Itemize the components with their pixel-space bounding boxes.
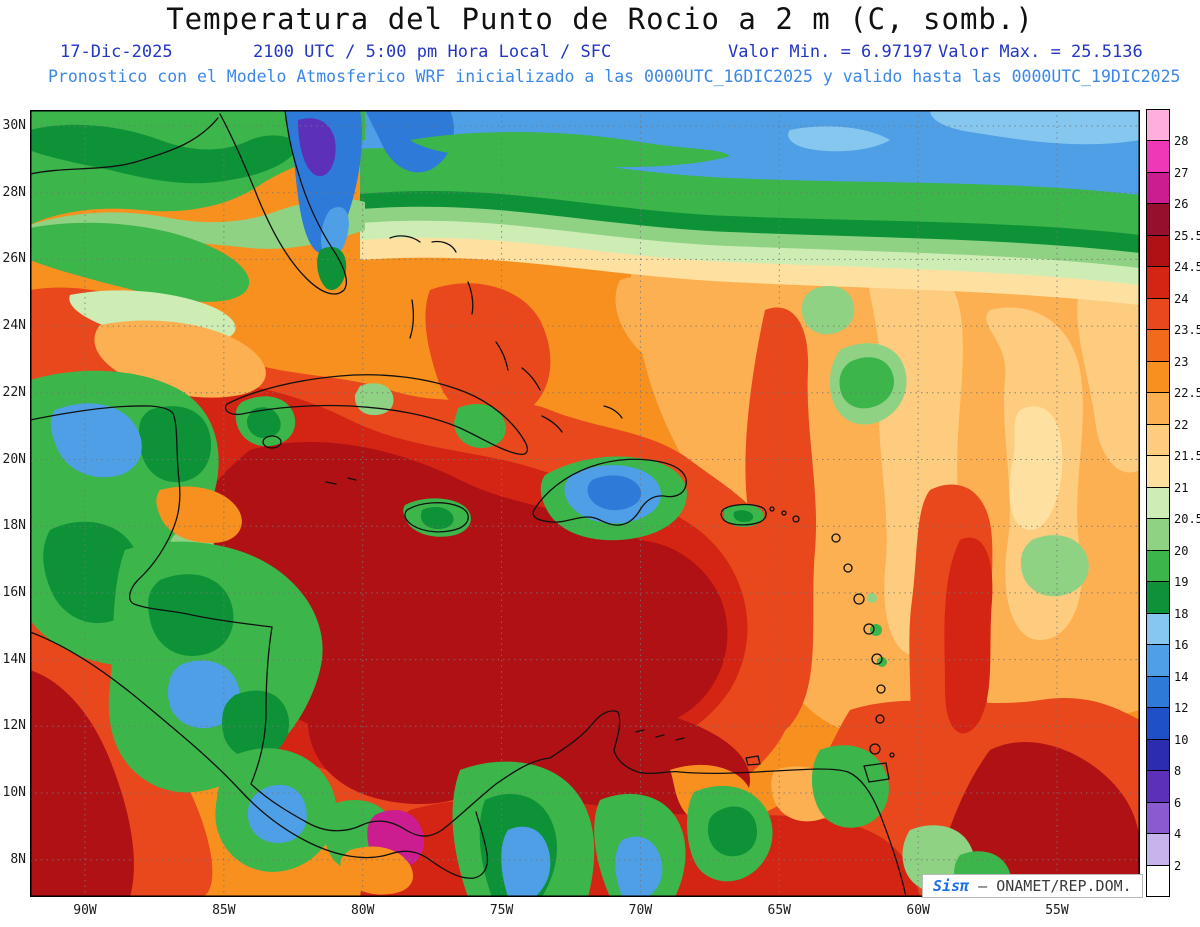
colorbar-tick-label: 24 <box>1174 291 1189 306</box>
colorbar-tick-label: 4 <box>1174 827 1182 842</box>
colorbar-tick-label: 26 <box>1174 197 1189 212</box>
colorbar-tick-label: 8 <box>1174 764 1182 779</box>
colorbar-segment <box>1146 203 1170 236</box>
colorbar-segment <box>1146 297 1170 331</box>
colorbar-tick-label: 21 <box>1174 480 1189 495</box>
lon-tick-label: 75W <box>489 903 514 918</box>
colorbar-segment <box>1146 392 1170 425</box>
colorbar-segment <box>1146 266 1170 299</box>
colorbar-segment <box>1146 801 1170 835</box>
dewpoint-field <box>30 110 1140 897</box>
page-title: Temperatura del Punto de Rocio a 2 m (C,… <box>166 2 1034 36</box>
colorbar-tick-label: 27 <box>1174 165 1189 180</box>
lat-tick-label: 12N <box>2 718 26 734</box>
map-border <box>30 110 1140 897</box>
lat-tick-label: 30N <box>2 118 26 133</box>
lon-tick-label: 90W <box>73 903 97 918</box>
colorbar-tick-label: 19 <box>1174 575 1189 590</box>
lat-tick-label: 14N <box>2 651 26 667</box>
colorbar-tick-label: 23.5 <box>1174 323 1200 338</box>
value-min-label: Valor Min. = 6.97197 <box>728 42 933 62</box>
colorbar-tick-label: 24.5 <box>1174 260 1200 275</box>
colorbar-segment <box>1146 770 1170 803</box>
colorbar-tick-label: 6 <box>1174 795 1182 810</box>
lat-tick-label: 26N <box>2 251 26 267</box>
colorbar-tick-label: 28 <box>1174 134 1189 149</box>
colorbar-tick-label: 25.5 <box>1174 228 1200 243</box>
colorbar-segment <box>1146 549 1170 583</box>
colorbar-tick-label: 20.5 <box>1174 512 1200 527</box>
forecast-map-svg <box>29 109 1140 898</box>
valid-date: 17-Dic-2025 <box>60 42 173 62</box>
colorbar-tick-label: 2 <box>1174 858 1182 873</box>
colorbar-segment <box>1146 738 1170 772</box>
value-max-label: Valor Max. = 25.5136 <box>938 42 1143 62</box>
colorbar-tick-label: 14 <box>1174 669 1189 684</box>
valid-time: 2100 UTC / 5:00 pm Hora Local / SFC <box>253 42 612 62</box>
colorbar-segment <box>1146 675 1170 709</box>
colorbar-segment <box>1146 140 1170 173</box>
lat-tick-label: 22N <box>2 384 26 400</box>
colorbar-segment <box>1146 171 1170 205</box>
lat-tick-label: 8N <box>10 851 26 867</box>
colorbar-segment <box>1146 329 1170 362</box>
colorbar-tick-label: 16 <box>1174 638 1189 653</box>
colorbar-segment <box>1146 581 1170 614</box>
coastlines <box>29 109 907 898</box>
lon-tick-label: 55W <box>1045 903 1069 918</box>
colorbar <box>1146 109 1170 898</box>
lon-tick-label: 85W <box>212 903 236 918</box>
colorbar-segment <box>1146 864 1170 898</box>
model-init-line: Pronostico con el Modelo Atmosferico WRF… <box>48 67 1181 86</box>
lat-tick-label: 18N <box>2 518 26 534</box>
colorbar-tick-label: 22.5 <box>1174 386 1200 401</box>
colorbar-segment <box>1146 612 1170 646</box>
branding-org: ONAMET/REP.DOM. <box>996 877 1132 895</box>
colorbar-segment <box>1146 486 1170 520</box>
colorbar-segment <box>1146 455 1170 488</box>
lon-tick-label: 80W <box>350 903 375 918</box>
branding-box: Sisπ – ONAMET/REP.DOM. <box>922 874 1143 898</box>
lat-tick-label: 28N <box>2 184 26 200</box>
colorbar-segment <box>1146 833 1170 866</box>
colorbar-tick-label: 20 <box>1174 543 1189 558</box>
colorbar-segment <box>1146 109 1170 142</box>
colorbar-tick-label: 21.5 <box>1174 449 1200 464</box>
lat-tick-label: 20N <box>2 451 26 467</box>
lat-tick-label: 24N <box>2 318 26 334</box>
colorbar-tick-label: 22 <box>1174 417 1189 432</box>
colorbar-segment <box>1146 707 1170 740</box>
lon-tick-label: 60W <box>906 903 930 918</box>
colorbar-tick-label: 18 <box>1174 606 1189 621</box>
colorbar-segment <box>1146 644 1170 677</box>
map-area <box>29 109 1140 898</box>
product-logo: Sisπ <box>933 877 970 895</box>
colorbar-segment <box>1146 234 1170 268</box>
branding-dash: – <box>978 877 988 895</box>
colorbar-segment <box>1146 423 1170 457</box>
lat-tick-label: 10N <box>2 785 26 800</box>
grid-lines <box>30 110 1140 897</box>
lon-tick-label: 70W <box>628 903 653 918</box>
colorbar-tick-label: 10 <box>1174 732 1189 747</box>
colorbar-segment <box>1146 518 1170 551</box>
colorbar-segment <box>1146 360 1170 394</box>
lat-tick-label: 16N <box>2 584 26 600</box>
lon-tick-label: 65W <box>767 903 792 918</box>
colorbar-tick-label: 12 <box>1174 701 1189 716</box>
colorbar-tick-label: 23 <box>1174 354 1189 369</box>
